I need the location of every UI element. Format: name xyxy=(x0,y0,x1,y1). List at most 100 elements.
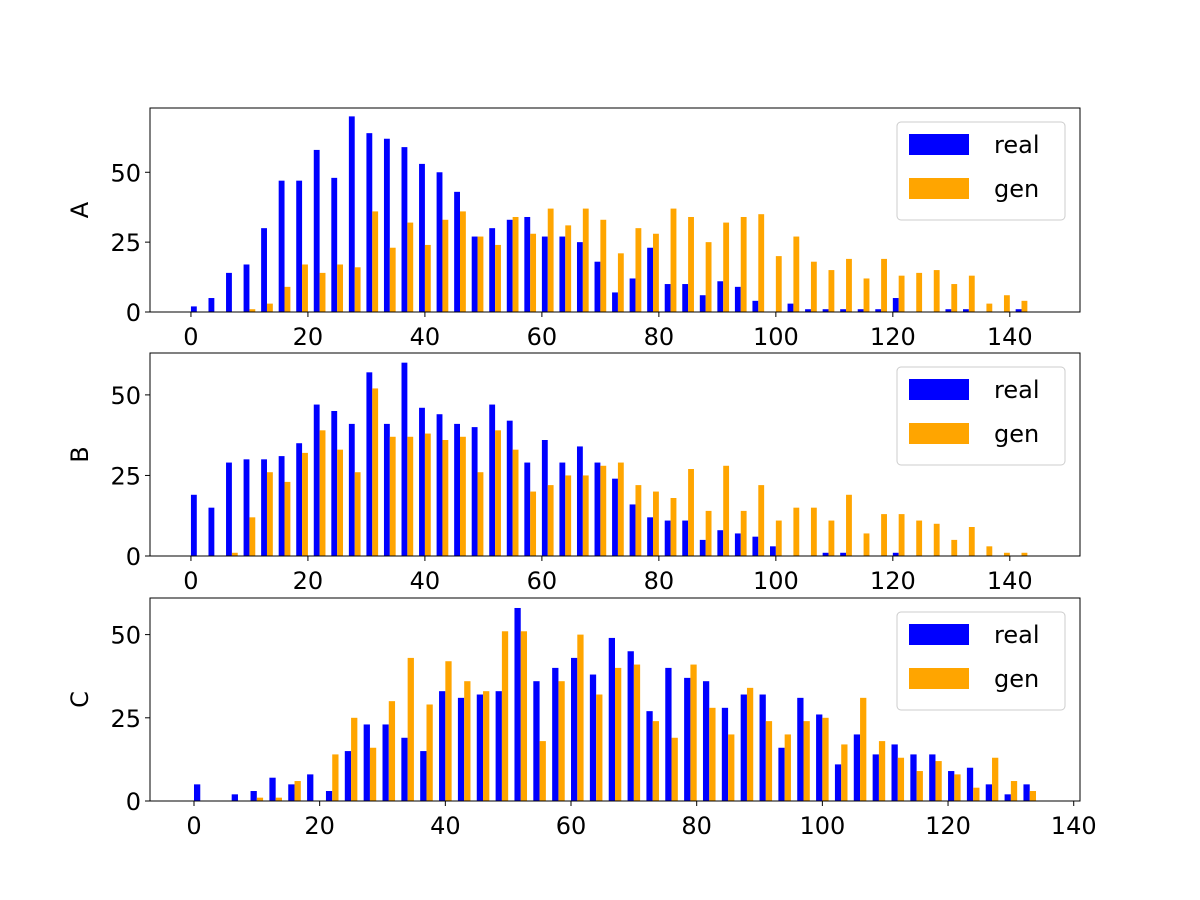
bar-real xyxy=(740,694,747,801)
bar-gen xyxy=(319,430,326,556)
y-axis-label: A xyxy=(66,201,94,218)
bar-real xyxy=(541,236,548,312)
axes-frame xyxy=(149,107,1081,313)
bar-real xyxy=(612,478,618,556)
y-tick-label: 25 xyxy=(110,705,141,733)
bar-real xyxy=(363,724,370,801)
bar-real xyxy=(629,278,636,312)
bar-real xyxy=(506,219,513,312)
bar-real xyxy=(401,737,408,801)
x-tick-label: 0 xyxy=(186,812,201,840)
bar-real xyxy=(840,309,847,312)
bar-gen xyxy=(426,704,433,801)
x-tick-label: 20 xyxy=(304,812,335,840)
legend-label-gen: gen xyxy=(994,665,1039,693)
bar-gen xyxy=(389,436,396,556)
bar-real xyxy=(208,298,215,312)
bar-real xyxy=(1023,784,1030,801)
bar-real xyxy=(383,423,390,556)
bar-real xyxy=(524,462,531,556)
bar-gen xyxy=(615,667,622,801)
bar-real xyxy=(331,177,338,312)
y-tick-label: 25 xyxy=(110,462,141,490)
bar-real xyxy=(489,404,496,556)
bar-gen xyxy=(596,694,603,801)
bar-real xyxy=(278,456,285,556)
bar-gen xyxy=(284,286,291,312)
bar-gen xyxy=(916,520,923,556)
bar-gen xyxy=(688,469,694,556)
bar-gen xyxy=(898,275,905,312)
x-tick-label: 20 xyxy=(293,323,324,351)
legend-swatch-gen xyxy=(909,423,969,444)
bar-gen xyxy=(775,256,782,312)
bar-real xyxy=(366,133,373,312)
bar-gen xyxy=(793,236,800,312)
bar-real xyxy=(608,637,615,801)
bar-gen xyxy=(565,475,572,556)
bar-gen xyxy=(266,472,273,556)
bar-gen xyxy=(424,433,431,556)
bar-real xyxy=(945,309,952,312)
bar-gen xyxy=(337,264,344,312)
y-tick-label: 50 xyxy=(110,622,141,650)
bar-gen xyxy=(846,258,852,312)
bar-real xyxy=(891,744,898,801)
bar-gen xyxy=(407,222,414,312)
bar-real xyxy=(759,694,766,801)
bar-gen xyxy=(284,481,291,556)
bar-real xyxy=(822,552,829,556)
bar-real xyxy=(664,520,671,556)
bar-real xyxy=(612,292,618,312)
bar-gen xyxy=(935,761,942,801)
bar-real xyxy=(226,272,232,312)
bar-real xyxy=(985,784,993,801)
bar-real xyxy=(419,407,425,556)
bar-real xyxy=(419,163,425,312)
bar-gen xyxy=(881,258,887,312)
bar-gen xyxy=(746,687,754,801)
x-tick-label: 60 xyxy=(527,323,558,351)
bar-gen xyxy=(860,697,867,801)
bar-real xyxy=(471,427,478,556)
legend-label-real: real xyxy=(994,621,1039,649)
bar-real xyxy=(787,303,794,312)
x-tick-label: 80 xyxy=(644,323,675,351)
bar-gen xyxy=(723,222,730,312)
legend-swatch-gen xyxy=(909,178,969,199)
bar-gen xyxy=(512,449,519,556)
bar-real xyxy=(476,694,484,801)
bar-real xyxy=(436,414,443,556)
legend-label-gen: gen xyxy=(994,175,1039,203)
bar-gen xyxy=(841,744,848,801)
bar-gen xyxy=(547,485,554,556)
bar-real xyxy=(190,494,197,556)
bar-gen xyxy=(302,264,308,312)
bar-gen xyxy=(1003,295,1010,312)
bar-gen xyxy=(464,681,471,801)
bar-real xyxy=(646,711,653,801)
x-tick-label: 120 xyxy=(870,567,916,595)
bar-gen xyxy=(758,485,765,556)
bar-real xyxy=(892,552,899,556)
bar-gen xyxy=(881,514,887,556)
bar-real xyxy=(647,517,654,556)
bar-gen xyxy=(249,517,256,556)
bar-gen xyxy=(992,757,999,801)
x-tick-label: 140 xyxy=(987,323,1033,351)
legend-swatch-real xyxy=(909,624,969,645)
x-tick-label: 0 xyxy=(183,323,198,351)
bar-real xyxy=(594,462,601,556)
bar-real xyxy=(296,180,303,312)
bar-real xyxy=(721,707,729,801)
bar-real xyxy=(717,530,724,556)
bar-gen xyxy=(723,465,730,556)
bar-gen xyxy=(728,734,735,801)
bar-gen xyxy=(231,552,238,556)
bar-real xyxy=(454,423,460,556)
bar-gen xyxy=(319,272,326,312)
bar-gen xyxy=(740,216,747,312)
bar-real xyxy=(495,691,502,801)
bar-real xyxy=(269,777,276,801)
